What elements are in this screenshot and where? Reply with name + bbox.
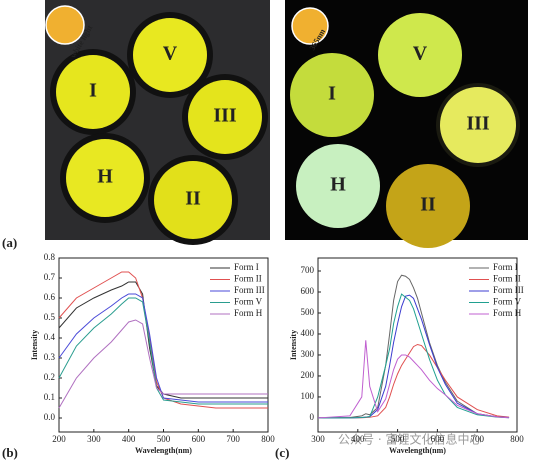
sample-label: H [330, 174, 346, 196]
series-line [317, 274, 510, 419]
series-line [58, 319, 268, 409]
panel-label: (b) [2, 445, 18, 460]
sample-label: V [413, 43, 428, 65]
x-tick-label: 600 [431, 434, 445, 444]
y-tick-label: 0.8 [44, 252, 56, 262]
legend-label: Form I [493, 262, 518, 272]
legend-label: Form H [493, 308, 522, 318]
series-line [317, 340, 510, 419]
panel-label: (c) [275, 445, 289, 460]
y-tick-label: 0.2 [44, 372, 55, 382]
y-tick-label: 500 [301, 307, 315, 317]
sample-label: V [163, 43, 178, 65]
x-axis-title: Wavelength(nm) [135, 446, 192, 455]
legend-label: Form V [234, 297, 263, 307]
x-tick-label: 300 [311, 434, 325, 444]
watermark: 公众号 · 富锂文化信息中心 [338, 432, 481, 447]
y-tick-label: 700 [301, 265, 315, 275]
y-tick-label: 0.1 [44, 392, 55, 402]
panel-label: (a) [2, 235, 17, 250]
x-tick-label: 400 [351, 434, 365, 444]
y-tick-label: 600 [301, 286, 315, 296]
x-tick-label: 400 [122, 434, 136, 444]
y-tick-label: 100 [301, 391, 315, 401]
series-line [318, 293, 510, 419]
legend-label: Form H [234, 308, 263, 318]
x-tick-label: 700 [226, 434, 240, 444]
y-tick-label: 0.6 [44, 292, 56, 302]
sample-label: II [185, 188, 201, 210]
x-tick-label: 300 [87, 434, 101, 444]
x-tick-label: 500 [391, 434, 405, 444]
sample-label: III [466, 113, 490, 135]
sample-label: H [97, 166, 113, 188]
y-tick-label: 0.0 [44, 412, 56, 422]
y-axis-title: Intensity [289, 330, 298, 360]
sample-label: I [328, 83, 336, 105]
series-line [58, 271, 268, 409]
y-tick-label: 200 [301, 370, 315, 380]
y-tick-label: 400 [301, 328, 315, 338]
plot-frame [317, 257, 518, 433]
x-axis-title: Wavelength(nm) [389, 446, 446, 455]
sample-label: III [213, 105, 237, 127]
photo-uv: I V III H II 365nm [285, 0, 528, 248]
series-line [318, 343, 510, 419]
sample-label: I [89, 80, 97, 102]
x-tick-label: 800 [510, 434, 524, 444]
legend-label: Form III [234, 285, 265, 295]
y-tick-label: 0 [310, 412, 315, 422]
y-tick-label: 0.7 [44, 272, 56, 282]
y-tick-label: 0.5 [44, 312, 56, 322]
y-tick-label: 300 [301, 349, 315, 359]
photo-white-light: I V III H II white light [45, 0, 270, 245]
x-tick-label: 800 [261, 434, 275, 444]
legend-label: Form I [234, 262, 259, 272]
y-axis-title: Intensity [30, 330, 39, 360]
x-tick-label: 200 [52, 434, 66, 444]
x-tick-label: 700 [470, 434, 484, 444]
legend-label: Form III [493, 285, 524, 295]
series-line [58, 293, 268, 403]
legend-label: Form II [234, 274, 262, 284]
x-tick-label: 500 [157, 434, 171, 444]
series-line [58, 297, 268, 405]
y-tick-label: 0.3 [44, 352, 56, 362]
x-tick-label: 600 [192, 434, 206, 444]
legend-label: Form II [493, 274, 521, 284]
series-line [58, 281, 268, 399]
sample-label: II [420, 194, 436, 216]
legend-label: Form V [493, 297, 522, 307]
y-tick-label: 0.4 [44, 332, 56, 342]
